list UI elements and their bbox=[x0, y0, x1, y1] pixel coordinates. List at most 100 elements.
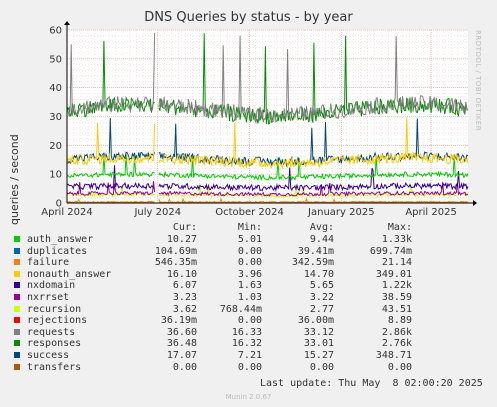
legend-series-name: failure bbox=[27, 257, 70, 269]
legend-min-value: 0.00 bbox=[237, 245, 262, 257]
legend-series-name: duplicates bbox=[27, 245, 88, 257]
legend-max-value: 349.01 bbox=[375, 268, 412, 280]
legend-series-name: requests bbox=[27, 326, 76, 338]
y-tick-label: 0 bbox=[56, 199, 62, 210]
legend-max-value: 0.00 bbox=[387, 361, 412, 373]
legend-max-value: 699.74m bbox=[369, 245, 412, 257]
legend-swatch bbox=[14, 305, 20, 312]
legend-swatch bbox=[14, 270, 20, 277]
legend-max-value: 1.22k bbox=[381, 280, 412, 292]
last-update: Last update: Thu May 8 02:00:20 2025 bbox=[260, 378, 483, 389]
legend-series-name: rejections bbox=[27, 315, 88, 327]
legend-avg-value: 14.70 bbox=[303, 268, 334, 280]
legend-avg-value: 15.27 bbox=[303, 350, 334, 361]
legend-cur-value: 3.62 bbox=[172, 303, 197, 315]
legend-swatch bbox=[14, 363, 20, 370]
legend-swatch bbox=[14, 317, 20, 324]
legend-avg-value: 2.77 bbox=[309, 303, 334, 315]
legend-avg-value: 342.59m bbox=[291, 257, 334, 269]
y-tick-label: 10 bbox=[49, 170, 62, 181]
legend-max-value: 38.59 bbox=[381, 292, 412, 303]
series-line-responses bbox=[66, 33, 469, 125]
legend-max-value: 8.89 bbox=[387, 315, 412, 327]
legend-series-name: transfers bbox=[27, 361, 82, 373]
x-tick-label: April 2025 bbox=[405, 207, 456, 218]
legend-swatch bbox=[14, 247, 20, 254]
legend-max-value: 21.14 bbox=[381, 257, 412, 269]
legend-min-value: 3.96 bbox=[237, 268, 262, 280]
legend-max-value: 2.86k bbox=[381, 326, 412, 338]
legend-avg-value: 5.65 bbox=[309, 280, 334, 292]
y-tick-label: 40 bbox=[49, 83, 62, 94]
legend-max-value: 348.71 bbox=[375, 350, 412, 361]
legend-swatch bbox=[14, 259, 20, 266]
series-line-auth_answer bbox=[66, 154, 469, 182]
legend-cur-value: 6.07 bbox=[172, 280, 197, 292]
legend-header-cell: Cur: bbox=[172, 222, 197, 233]
chart-plot: 0 10 20 30 40 50 60 April 2024 July 2024 October … bbox=[41, 21, 477, 218]
legend-header-cell: Min: bbox=[237, 222, 262, 233]
legend-cur-value: 17.07 bbox=[166, 350, 197, 361]
legend-min-value: 1.03 bbox=[237, 292, 262, 303]
y-axis-arrow bbox=[64, 21, 70, 25]
y-tick-label: 30 bbox=[49, 112, 62, 123]
legend-min-value: 16.32 bbox=[231, 338, 262, 350]
legend-swatch bbox=[14, 352, 20, 358]
x-tick-label: April 2024 bbox=[41, 207, 92, 218]
y-tick-label: 60 bbox=[49, 26, 62, 37]
legend-cur-value: 36.19m bbox=[160, 315, 197, 327]
series-line-nxdomain bbox=[66, 165, 469, 193]
legend-max-value: 43.51 bbox=[381, 303, 412, 315]
legend-cur-value: 16.10 bbox=[166, 268, 197, 280]
legend-avg-value: 33.12 bbox=[303, 326, 334, 338]
legend-swatch bbox=[14, 282, 20, 289]
legend-swatch bbox=[14, 340, 20, 347]
legend-min-value: 0.00 bbox=[237, 361, 262, 373]
legend-series-name: responses bbox=[27, 338, 82, 350]
legend-min-value: 1.63 bbox=[237, 280, 262, 292]
series-line-nonauth_answer bbox=[66, 116, 469, 171]
legend-cur-value: 0.00 bbox=[172, 361, 197, 373]
legend-avg-value: 36.00m bbox=[297, 315, 334, 327]
legend-avg-value: 3.22 bbox=[309, 292, 334, 303]
legend-series-name: recursion bbox=[27, 303, 82, 315]
legend-max-value: 1.33k bbox=[381, 234, 412, 245]
legend-header-cell: Max: bbox=[387, 222, 412, 233]
legend-cur-value: 104.69m bbox=[154, 245, 197, 257]
legend-min-value: 0.00 bbox=[237, 315, 262, 327]
legend-avg-value: 33.01 bbox=[303, 338, 334, 350]
legend-avg-value: 0.00 bbox=[309, 361, 334, 373]
legend-series-name: nonauth_answer bbox=[27, 268, 112, 280]
x-axis-arrow bbox=[473, 200, 477, 206]
legend-avg-value: 39.41m bbox=[297, 245, 334, 257]
legend-min-value: 16.33 bbox=[231, 326, 262, 338]
legend-cur-value: 36.48 bbox=[166, 338, 197, 350]
series-line-nxrrset bbox=[66, 181, 469, 198]
y-tick-label: 50 bbox=[49, 54, 62, 65]
legend-max-value: 2.76k bbox=[381, 338, 412, 350]
legend-series-name: nxrrset bbox=[27, 292, 70, 303]
legend-cur-value: 3.23 bbox=[172, 292, 197, 303]
legend-swatch bbox=[14, 294, 20, 300]
munin-version: Munin 2.0.67 bbox=[225, 393, 272, 401]
legend-header-cell: Avg: bbox=[309, 222, 334, 233]
legend-series-name: nxdomain bbox=[27, 280, 76, 292]
legend-swatch bbox=[14, 328, 20, 335]
x-tick-label: October 2024 bbox=[215, 207, 284, 218]
legend-min-value: 0.00 bbox=[237, 257, 262, 269]
legend-cur-value: 36.60 bbox=[166, 326, 197, 338]
legend-min-value: 5.01 bbox=[237, 234, 262, 245]
legend-swatch bbox=[14, 236, 20, 242]
legend-min-value: 7.21 bbox=[237, 350, 262, 361]
legend-min-value: 768.44m bbox=[219, 303, 262, 315]
legend-cur-value: 546.35m bbox=[154, 257, 197, 269]
series-line-requests bbox=[66, 32, 469, 124]
legend-series-name: success bbox=[27, 350, 70, 361]
legend-avg-value: 9.44 bbox=[309, 234, 334, 245]
legend-series-name: auth_answer bbox=[27, 234, 94, 245]
x-tick-label: July 2024 bbox=[133, 207, 181, 218]
y-tick-label: 20 bbox=[49, 141, 62, 152]
series-line-failure bbox=[66, 196, 469, 204]
legend-cur-value: 10.27 bbox=[166, 234, 197, 245]
chart-title: DNS Queries by status - by year bbox=[144, 10, 353, 25]
